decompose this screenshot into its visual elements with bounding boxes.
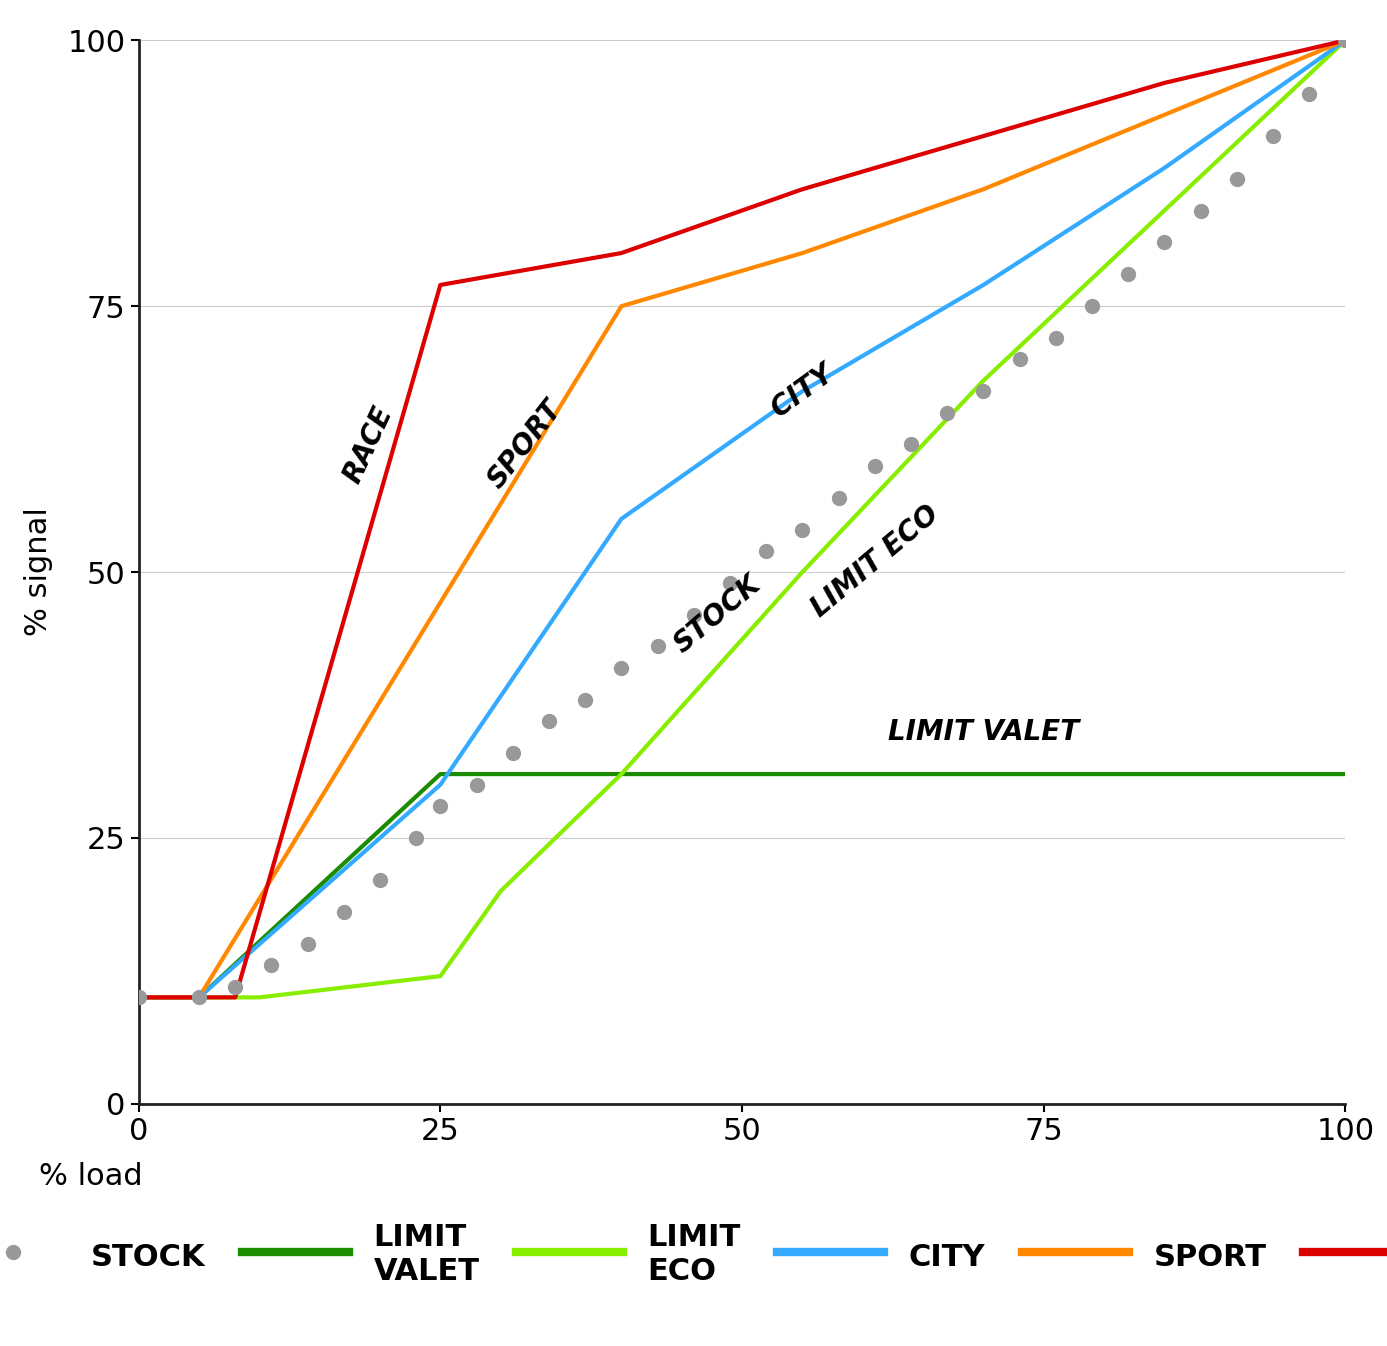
Text: LIMIT ECO: LIMIT ECO: [806, 501, 945, 623]
Text: CITY: CITY: [766, 359, 839, 423]
Text: SPORT: SPORT: [483, 396, 567, 494]
Y-axis label: % signal: % signal: [25, 507, 54, 637]
X-axis label: % load: % load: [39, 1162, 143, 1191]
Legend: STOCK, LIMIT
VALET, LIMIT
ECO, CITY, SPORT, RACE: STOCK, LIMIT VALET, LIMIT ECO, CITY, SPO…: [0, 1207, 1387, 1302]
Text: LIMIT VALET: LIMIT VALET: [888, 717, 1079, 746]
Text: RACE: RACE: [338, 401, 398, 487]
Text: STOCK: STOCK: [669, 571, 767, 658]
